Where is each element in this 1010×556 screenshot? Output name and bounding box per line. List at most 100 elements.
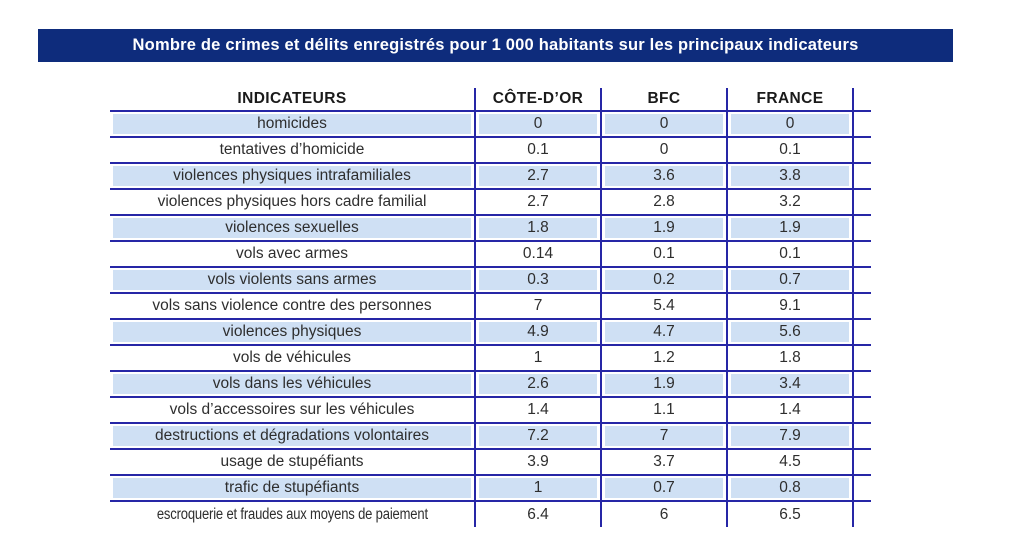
column-header-france: FRANCE — [727, 88, 854, 112]
row-value: 3.4 — [779, 375, 801, 392]
row-tail-cell — [853, 475, 871, 502]
value-cell-bfc: 6 — [601, 501, 728, 527]
indicator-label-cell: homicides — [110, 111, 476, 138]
row-tail-cell — [853, 267, 871, 294]
row-value: 0.7 — [653, 479, 675, 496]
indicator-label: violences physiques intrafamiliales — [173, 167, 411, 184]
table-row: tentatives d’homicide 0.1 0 0.1 — [110, 137, 871, 164]
value-cell-cote-dor: 7.2 — [475, 423, 602, 450]
indicator-label: homicides — [257, 115, 327, 132]
table-row: destructions et dégradations volontaires… — [110, 423, 871, 450]
value-cell-bfc: 1.9 — [601, 215, 728, 242]
indicator-label-cell: escroquerie et fraudes aux moyens de pai… — [110, 501, 476, 527]
value-cell-bfc: 0.7 — [601, 475, 728, 502]
value-cell-france: 7.9 — [727, 423, 854, 450]
row-value: 6.5 — [779, 505, 801, 523]
row-value: 0.7 — [779, 271, 801, 288]
column-header-empty — [853, 88, 871, 112]
row-value: 1.8 — [779, 349, 801, 366]
indicator-label-cell: vols dans les véhicules — [110, 371, 476, 398]
value-cell-france: 0.1 — [727, 241, 854, 268]
row-value: 1.2 — [653, 349, 675, 366]
table-row: escroquerie et fraudes aux moyens de pai… — [110, 501, 871, 527]
table-row: trafic de stupéfiants 1 0.7 0.8 — [110, 475, 871, 502]
table-row: usage de stupéfiants 3.9 3.7 4.5 — [110, 449, 871, 476]
table-row: homicides 0 0 0 — [110, 111, 871, 138]
row-tail-cell — [853, 319, 871, 346]
value-cell-cote-dor: 2.7 — [475, 189, 602, 216]
value-cell-france: 1.4 — [727, 397, 854, 424]
indicator-label: escroquerie et fraudes aux moyens de pai… — [156, 505, 428, 523]
value-cell-france: 0.8 — [727, 475, 854, 502]
table-body: homicides 0 0 0 tentatives d’homicide 0.… — [110, 111, 871, 527]
row-value: 0.8 — [779, 479, 801, 496]
column-header-cote-dor: CÔTE-D’OR — [475, 88, 602, 112]
row-tail-cell — [853, 189, 871, 216]
crime-stats-table: INDICATEURS CÔTE-D’OR BFC FRANCE homicid… — [110, 88, 871, 527]
indicator-label: vols avec armes — [236, 245, 348, 262]
value-cell-bfc: 1.9 — [601, 371, 728, 398]
row-tail-cell — [853, 345, 871, 372]
indicator-label: tentatives d’homicide — [219, 141, 365, 158]
value-cell-bfc: 1.2 — [601, 345, 728, 372]
indicator-label-cell: vols sans violence contre des personnes — [110, 293, 476, 320]
indicator-label: trafic de stupéfiants — [224, 479, 360, 496]
table-row: vols avec armes 0.14 0.1 0.1 — [110, 241, 871, 268]
row-value: 1.9 — [779, 219, 801, 236]
table-row: vols violents sans armes 0.3 0.2 0.7 — [110, 267, 871, 294]
value-cell-france: 0.7 — [727, 267, 854, 294]
row-value: 0.1 — [779, 141, 801, 158]
value-cell-bfc: 3.6 — [601, 163, 728, 190]
title-banner: Nombre de crimes et délits enregistrés p… — [38, 29, 953, 62]
value-cell-cote-dor: 4.9 — [475, 319, 602, 346]
row-value: 3.2 — [779, 193, 801, 210]
row-tail-cell — [853, 423, 871, 450]
row-value: 3.6 — [653, 167, 675, 184]
indicator-label-cell: vols d’accessoires sur les véhicules — [110, 397, 476, 424]
table-row: vols dans les véhicules 2.6 1.9 3.4 — [110, 371, 871, 398]
row-value: 0.14 — [522, 245, 554, 262]
row-tail-cell — [853, 137, 871, 164]
row-value: 1.9 — [653, 375, 675, 392]
row-tail-cell — [853, 397, 871, 424]
row-tail-cell — [853, 293, 871, 320]
row-value: 4.9 — [527, 323, 549, 340]
value-cell-bfc: 0.1 — [601, 241, 728, 268]
row-tail-cell — [853, 215, 871, 242]
row-value: 7.9 — [779, 427, 801, 444]
row-value: 0.1 — [779, 245, 801, 262]
indicator-label-cell: vols de véhicules — [110, 345, 476, 372]
indicator-label-cell: trafic de stupéfiants — [110, 475, 476, 502]
indicator-label-cell: violences physiques hors cadre familial — [110, 189, 476, 216]
row-tail-cell — [853, 501, 871, 527]
table-row: vols sans violence contre des personnes … — [110, 293, 871, 320]
value-cell-cote-dor: 3.9 — [475, 449, 602, 476]
row-value: 2.8 — [653, 193, 675, 210]
value-cell-cote-dor: 1.4 — [475, 397, 602, 424]
row-value: 0 — [659, 115, 669, 132]
row-tail-cell — [853, 111, 871, 138]
indicator-label: vols d’accessoires sur les véhicules — [169, 401, 415, 418]
value-cell-france: 0 — [727, 111, 854, 138]
row-value: 3.7 — [653, 453, 675, 470]
indicator-label: vols sans violence contre des personnes — [152, 297, 432, 314]
value-cell-france: 1.9 — [727, 215, 854, 242]
value-cell-france: 9.1 — [727, 293, 854, 320]
indicator-label-cell: violences physiques intrafamiliales — [110, 163, 476, 190]
row-value: 7 — [533, 297, 543, 314]
row-value: 2.7 — [527, 193, 549, 210]
row-value: 4.5 — [779, 453, 801, 470]
row-value: 1 — [533, 349, 543, 366]
row-value: 1 — [533, 479, 543, 496]
header-row: INDICATEURS CÔTE-D’OR BFC FRANCE — [110, 88, 871, 112]
table-row: violences sexuelles 1.8 1.9 1.9 — [110, 215, 871, 242]
row-tail-cell — [853, 449, 871, 476]
row-value: 2.7 — [527, 167, 549, 184]
indicator-label-cell: violences sexuelles — [110, 215, 476, 242]
value-cell-france: 0.1 — [727, 137, 854, 164]
row-value: 0.2 — [653, 271, 675, 288]
value-cell-bfc: 5.4 — [601, 293, 728, 320]
value-cell-bfc: 0.2 — [601, 267, 728, 294]
row-value: 7.2 — [527, 427, 549, 444]
value-cell-cote-dor: 1 — [475, 475, 602, 502]
